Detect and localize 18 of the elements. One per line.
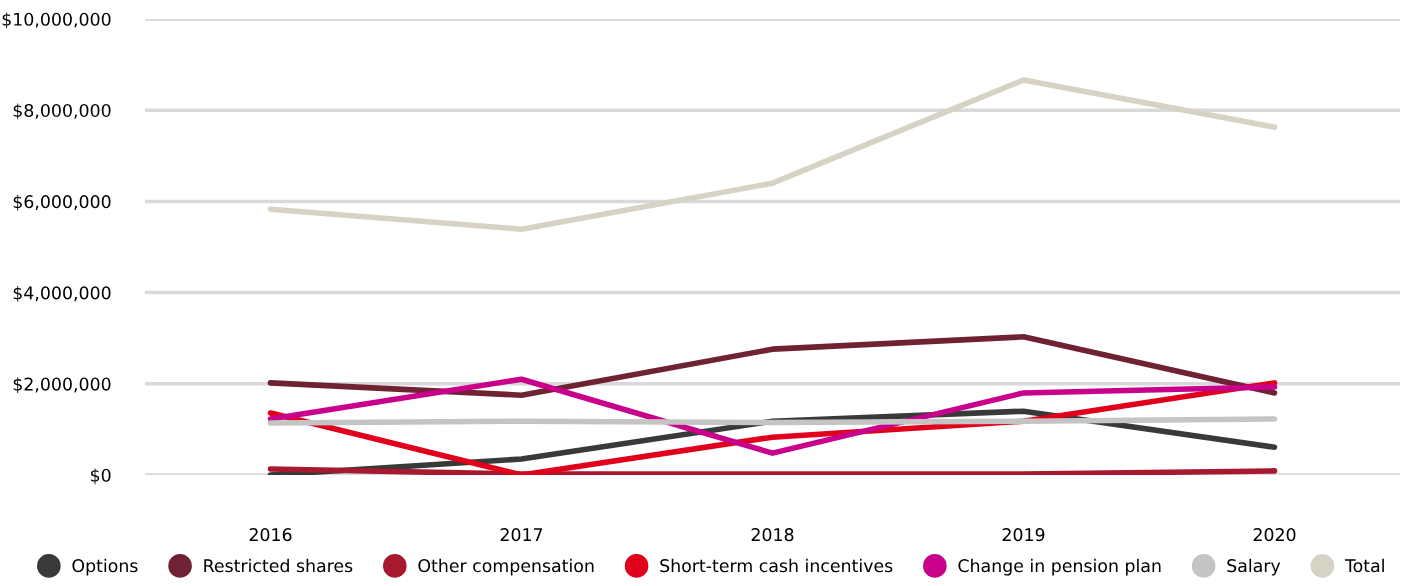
legend-label: Short-term cash incentives [660, 558, 893, 573]
legend-label: Other compensation [418, 558, 594, 576]
x-tick-label: 2020 [1253, 528, 1296, 542]
x-tick-label: 2018 [751, 528, 794, 542]
x-tick-label: 2016 [249, 528, 292, 542]
legend-label: Change in pension plan [958, 558, 1161, 576]
y-tick-label: $10,000,000 [2, 12, 111, 29]
y-tick-label: $4,000,000 [13, 286, 111, 302]
y-tick-label: $8,000,000 [13, 103, 111, 120]
legend-label: Total [1344, 558, 1384, 573]
y-tick-label: $0 [91, 468, 111, 485]
y-tick-label: $6,000,000 [13, 194, 111, 211]
legend-label: Restricted shares [204, 558, 353, 573]
legend-label: Salary [1227, 558, 1281, 576]
x-tick-label: 2017 [500, 528, 543, 542]
y-tick-label: $2,000,000 [13, 377, 111, 393]
legend-label: Options [72, 558, 138, 576]
x-tick-label: 2019 [1002, 528, 1045, 542]
